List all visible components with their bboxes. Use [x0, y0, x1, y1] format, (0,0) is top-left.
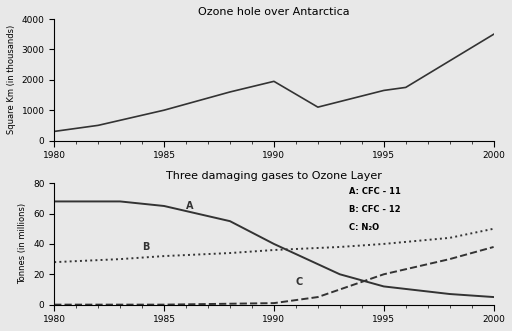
Text: B: CFC - 12: B: CFC - 12 [349, 205, 400, 214]
Y-axis label: Square Km (in thousands): Square Km (in thousands) [7, 25, 16, 134]
Text: C: N₂O: C: N₂O [349, 223, 379, 232]
Title: Ozone hole over Antarctica: Ozone hole over Antarctica [198, 7, 350, 17]
Text: C: C [296, 277, 303, 287]
Text: A: A [186, 201, 194, 211]
Title: Three damaging gases to Ozone Layer: Three damaging gases to Ozone Layer [166, 171, 382, 181]
Text: A: CFC - 11: A: CFC - 11 [349, 187, 400, 196]
Text: B: B [142, 242, 150, 252]
Y-axis label: Tonnes (in millions): Tonnes (in millions) [18, 203, 28, 284]
